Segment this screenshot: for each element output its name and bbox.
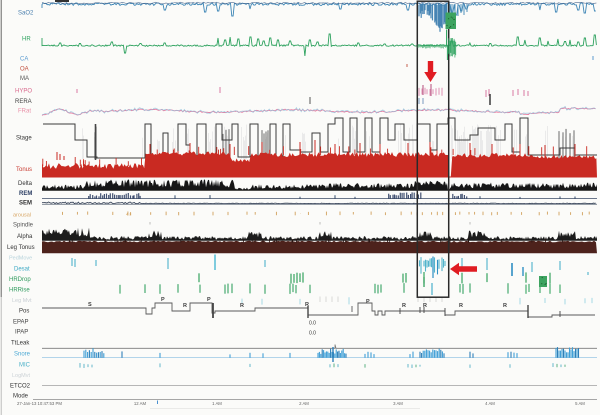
svg-text:Stage: Stage [16, 136, 32, 142]
svg-text:R: R [423, 303, 427, 309]
svg-text:1 AM: 1 AM [212, 401, 222, 406]
svg-text:S: S [88, 302, 92, 308]
svg-text:FRat: FRat [18, 109, 31, 115]
svg-text:R: R [402, 303, 406, 309]
svg-text:Alpha: Alpha [17, 234, 33, 240]
svg-text:P: P [161, 297, 165, 303]
svg-text:arousal: arousal [13, 213, 31, 219]
svg-text:SEM: SEM [19, 201, 32, 207]
svg-text:Mode: Mode [13, 394, 29, 400]
svg-text:RERA: RERA [15, 99, 32, 105]
svg-text:HYPO: HYPO [15, 89, 32, 95]
svg-text:0.0: 0.0 [309, 331, 316, 337]
svg-text:OA: OA [20, 67, 29, 73]
svg-text:R: R [459, 303, 463, 309]
svg-text:12 AM: 12 AM [134, 401, 147, 406]
svg-text:R: R [503, 303, 507, 309]
svg-text:P: P [366, 299, 370, 305]
svg-text:5 AM: 5 AM [575, 401, 585, 406]
svg-text:Leg Mvt: Leg Mvt [12, 298, 32, 304]
svg-text:Spindle: Spindle [13, 223, 34, 229]
svg-text:SaO2: SaO2 [18, 11, 34, 17]
svg-text:TtLeak: TtLeak [11, 341, 30, 347]
svg-text:EPAP: EPAP [13, 320, 29, 326]
svg-text:R: R [305, 302, 309, 308]
svg-text:·: · [300, 211, 301, 216]
svg-text:ETCO2: ETCO2 [10, 384, 31, 390]
svg-text:IPAP: IPAP [15, 330, 28, 336]
svg-text:3 AM: 3 AM [393, 401, 403, 406]
svg-text:27-Jan-13 10:47:53 PM: 27-Jan-13 10:47:53 PM [17, 401, 62, 406]
svg-text:HR: HR [22, 37, 31, 43]
svg-text:HRDrop: HRDrop [9, 277, 31, 283]
svg-text:MA: MA [20, 76, 29, 82]
svg-text:R: R [183, 303, 187, 309]
svg-text:0.0: 0.0 [309, 321, 316, 327]
svg-text:HRRise: HRRise [9, 288, 30, 294]
svg-text:CA: CA [20, 57, 28, 63]
svg-text:Tonus: Tonus [16, 167, 32, 173]
svg-text:PedMove: PedMove [9, 256, 32, 262]
svg-text:Snore: Snore [14, 352, 31, 358]
svg-text:2 AM: 2 AM [299, 401, 309, 406]
svg-text:Delta: Delta [18, 181, 33, 187]
svg-text:R: R [240, 303, 244, 309]
svg-text:LogMvt: LogMvt [12, 373, 31, 379]
svg-text:Pos: Pos [19, 309, 29, 315]
svg-text:MIC: MIC [19, 363, 31, 369]
svg-text:Leg Tonus: Leg Tonus [7, 245, 35, 251]
svg-text:REM: REM [19, 191, 32, 197]
svg-text:P: P [207, 297, 211, 303]
svg-text:Desat: Desat [14, 267, 30, 273]
svg-text:4 AM: 4 AM [485, 401, 495, 406]
svg-text:4 s: 4 s [126, 212, 131, 217]
